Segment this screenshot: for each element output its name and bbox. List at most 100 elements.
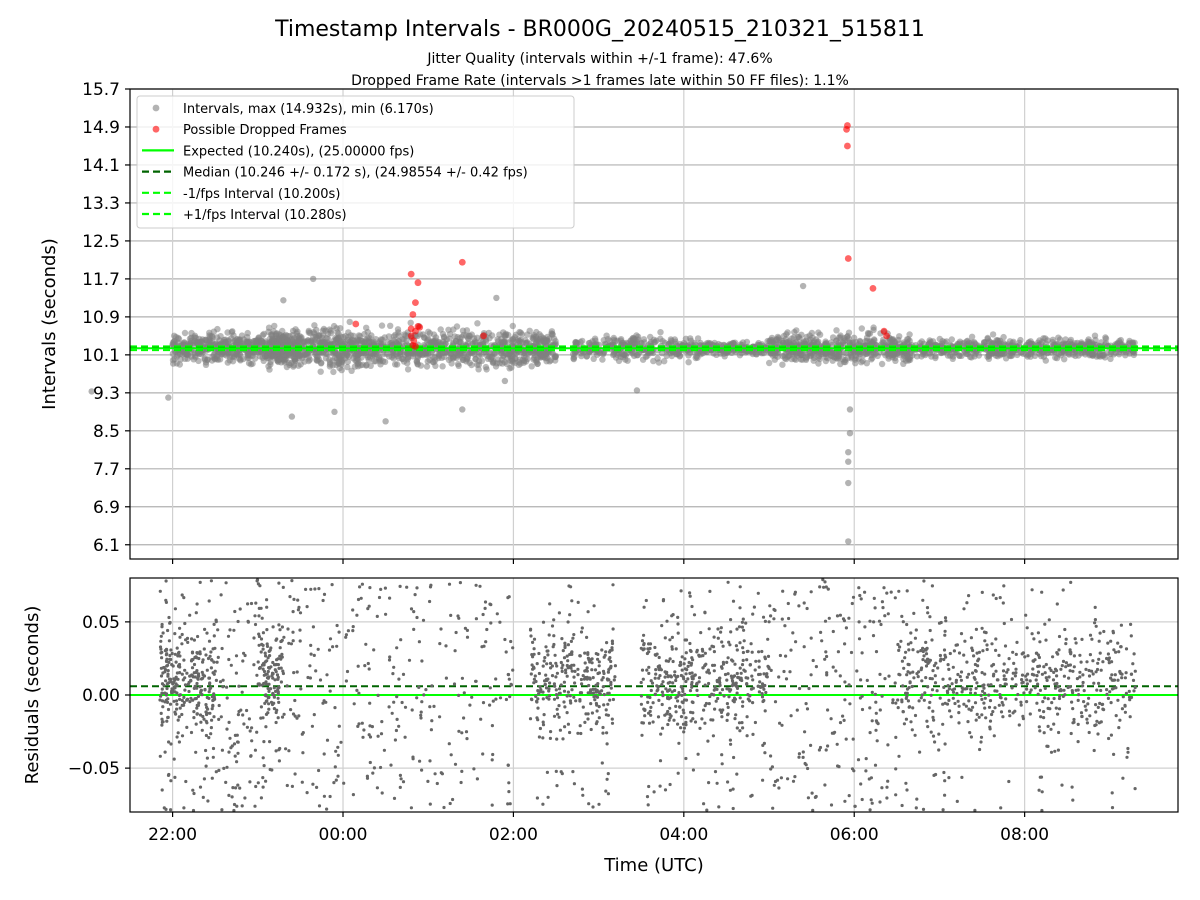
residual-point (185, 725, 189, 730)
residual-point (506, 802, 510, 806)
residual-point (399, 777, 403, 781)
residual-point (247, 717, 251, 721)
residual-point (602, 655, 606, 659)
residual-point (165, 686, 169, 691)
residual-point (541, 736, 545, 740)
residual-point (543, 682, 547, 687)
residual-point (310, 724, 314, 728)
interval-point (476, 342, 484, 349)
subtitle-dropped-frame-rate: Dropped Frame Rate (intervals >1 frames … (351, 73, 849, 89)
residual-point (259, 796, 263, 800)
residual-point (192, 638, 196, 642)
residual-point (287, 749, 291, 753)
interval-point (835, 334, 843, 341)
residual-point (483, 606, 487, 611)
residual-point (751, 678, 755, 682)
residual-point (189, 696, 193, 700)
residual-point (844, 737, 848, 741)
residual-point (240, 690, 244, 694)
residual-point (277, 666, 281, 671)
interval-point (335, 330, 342, 337)
residual-point (717, 679, 722, 683)
residual-point (688, 591, 692, 595)
interval-point (1014, 351, 1021, 359)
residual-point (172, 757, 176, 761)
residual-point (474, 679, 478, 683)
residual-point (328, 794, 332, 799)
residual-point (160, 656, 164, 660)
residual-point (763, 655, 767, 659)
residual-point (741, 646, 745, 650)
residual-point (192, 710, 196, 714)
residual-point (263, 651, 267, 655)
residual-point (214, 618, 218, 622)
residual-point (433, 772, 437, 776)
interval-point (372, 358, 379, 365)
residual-point (670, 647, 674, 651)
residual-point (177, 715, 181, 719)
interval-point (338, 361, 345, 368)
residual-point (507, 781, 511, 785)
residual-point (388, 596, 392, 600)
legend-label: Possible Dropped Frames (183, 123, 347, 138)
residual-point (645, 795, 650, 799)
residual-point (646, 700, 650, 705)
residual-point (159, 647, 163, 651)
residual-point (666, 722, 670, 727)
interval-point (407, 319, 414, 326)
residual-point (703, 610, 707, 614)
residual-point (211, 703, 215, 707)
residual-point (290, 579, 294, 583)
interval-point (1009, 339, 1016, 347)
residual-point (167, 677, 172, 681)
residual-point (291, 639, 295, 643)
residual-point (217, 768, 221, 773)
interval-point (806, 332, 813, 339)
residual-point (264, 712, 269, 717)
residual-point (605, 731, 609, 735)
residual-point (640, 733, 644, 737)
interval-point (317, 368, 324, 375)
residual-point (432, 704, 436, 709)
residual-point (478, 584, 482, 588)
residual-point (648, 642, 653, 646)
legend-label: +1/fps Interval (10.280s) (183, 208, 347, 223)
interval-point (1027, 350, 1035, 357)
residual-point (158, 754, 162, 758)
residual-point (161, 705, 165, 709)
interval-point (348, 367, 355, 374)
residual-point (491, 752, 495, 757)
interval-point (829, 334, 837, 341)
residual-point (261, 647, 265, 651)
residual-point (843, 642, 847, 646)
residual-point (180, 712, 184, 717)
residual-point (772, 783, 776, 787)
interval-point (693, 353, 700, 360)
residual-point (668, 712, 672, 717)
residual-point (253, 614, 257, 618)
residual-point (285, 783, 289, 788)
residual-point (557, 691, 562, 696)
interval-point (807, 352, 815, 359)
residual-point (676, 622, 680, 626)
interval-point (323, 350, 330, 357)
legend-marker (152, 104, 160, 112)
residual-point (178, 671, 182, 675)
residual-point (748, 663, 753, 667)
residual-point (317, 804, 322, 808)
residual-point (857, 620, 861, 624)
residual-point (674, 704, 678, 709)
residual-point (585, 677, 589, 681)
residual-point (267, 666, 272, 670)
residual-point (207, 599, 211, 603)
residual-point (641, 677, 645, 681)
residual-point (829, 803, 834, 807)
residual-point (460, 676, 464, 680)
residual-point (357, 691, 361, 695)
residual-point (684, 672, 688, 676)
intervals-y-tick-label: 6.1 (93, 536, 120, 556)
residual-point (548, 681, 552, 685)
interval-point (355, 351, 362, 358)
residual-point (563, 645, 567, 650)
residual-point (409, 607, 414, 611)
